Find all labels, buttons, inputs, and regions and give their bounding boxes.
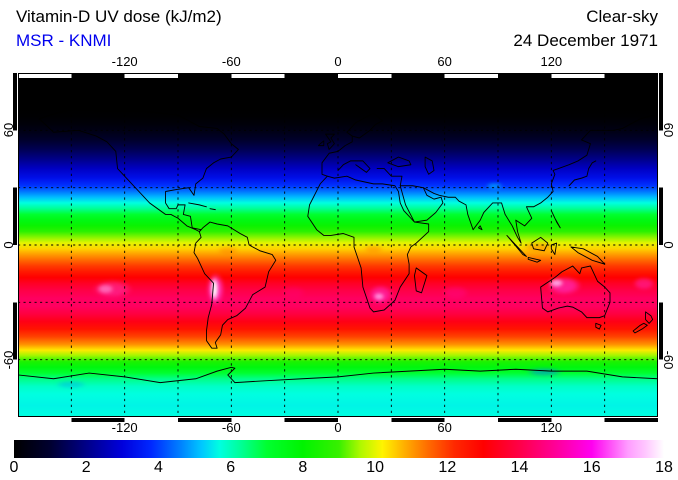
coastlines xyxy=(18,108,658,384)
source-label: MSR - KNMI xyxy=(16,31,112,50)
colorbar-tick-label-16: 16 xyxy=(582,459,601,476)
lat-tick-label-east--60: -60 xyxy=(661,350,676,370)
lon-tick-label-bottom-60: 60 xyxy=(437,420,452,435)
lat-tick-label-west--60: -60 xyxy=(0,350,16,370)
colorbar-gradient xyxy=(14,440,664,458)
lat-tick-label-west-60: 60 xyxy=(0,123,16,138)
coastline-indonesia xyxy=(506,234,606,265)
lon-tick-label-top-0: 0 xyxy=(334,54,342,69)
lon-tick-label-bottom-120: 120 xyxy=(540,420,563,435)
coastline-antarctica xyxy=(18,366,658,384)
figure-title: Vitamin-D UV dose (kJ/m2) xyxy=(16,7,222,26)
date-label: 24 December 1971 xyxy=(513,31,658,50)
graticule xyxy=(18,73,658,417)
coastline-asia xyxy=(422,114,655,244)
coastline-south-america xyxy=(193,221,277,349)
colorbar-tick-label-12: 12 xyxy=(438,459,457,476)
lon-tick-label-bottom--60: -60 xyxy=(221,420,241,435)
lon-tick-label-top-60: 60 xyxy=(437,54,452,69)
coastline-new-zealand xyxy=(632,311,654,334)
uv-anomaly-south-pacific-core xyxy=(92,282,118,296)
uv-anomaly-antarctic-coast-blue-east xyxy=(517,365,571,379)
lon-tick-label-top--60: -60 xyxy=(221,54,241,69)
colorbar-tick-label-4: 4 xyxy=(153,459,163,476)
uv-anomaly-indian-ocean-bright xyxy=(435,283,475,303)
colorbar-tick-label-0: 0 xyxy=(9,459,19,476)
uv-anomaly-antarctic-coast-blue-west xyxy=(48,378,95,391)
coastline-africa xyxy=(307,175,430,313)
uv-anomaly-itcz-clouds-amazon xyxy=(211,244,244,258)
world-map xyxy=(13,73,663,422)
coastline-caribbean xyxy=(188,202,216,211)
longitude-ticks-top: -120 -60 0 60 120 xyxy=(18,55,658,69)
uv-anomaly-fiji-bright xyxy=(627,273,658,293)
coastline-madagascar xyxy=(413,267,428,294)
lon-tick-label-bottom--120: -120 xyxy=(111,420,138,435)
colorbar-tick-label-18: 18 xyxy=(655,459,673,476)
colorbar-tick-label-14: 14 xyxy=(510,459,529,476)
uv-anomaly-southern-africa-core xyxy=(370,290,387,303)
coastline-black-sea xyxy=(387,156,412,168)
uv-anomaly-itcz-clouds-indonesia xyxy=(515,239,562,255)
lat-tick-label-west-0: 0 xyxy=(0,241,16,249)
colorbar-tick-label-2: 2 xyxy=(81,459,91,476)
colorbar-tick-label-8: 8 xyxy=(298,459,308,476)
longitude-ticks-bottom: -120 -60 0 60 120 xyxy=(18,421,658,435)
lon-tick-label-top-120: 120 xyxy=(540,54,563,69)
lat-tick-label-east-0: 0 xyxy=(661,241,676,249)
lon-tick-label-top--120: -120 xyxy=(111,54,138,69)
coastline-australia xyxy=(540,265,611,330)
coastline-caspian-sea xyxy=(424,156,435,175)
condition-label: Clear-sky xyxy=(586,7,658,26)
coastline-arabia xyxy=(399,185,444,223)
uv-anomaly-tibet-bright xyxy=(482,180,507,191)
coastline-north-america xyxy=(38,108,239,233)
lat-tick-label-east-60: 60 xyxy=(661,123,676,138)
colorbar-tick-label-6: 6 xyxy=(226,459,236,476)
coastline-europe xyxy=(317,112,403,187)
uv-anomaly-andes-white-core xyxy=(208,271,221,307)
colorbar-tick-label-10: 10 xyxy=(366,459,384,476)
lon-tick-label-bottom-0: 0 xyxy=(334,420,342,435)
uv-anomaly-itcz-clouds-africa xyxy=(359,243,388,255)
